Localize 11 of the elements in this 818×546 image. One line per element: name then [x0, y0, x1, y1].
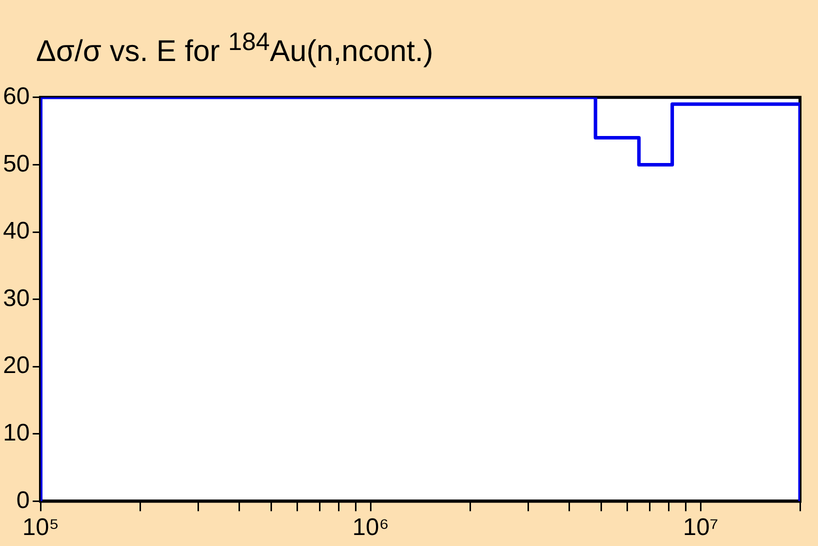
x-tick-label: 10⁷: [682, 514, 718, 542]
y-tick-label: 50: [2, 150, 30, 178]
y-tick-label: 10: [2, 420, 30, 447]
y-tick-label: 0: [16, 486, 30, 514]
x-tick-label: 10⁵: [22, 514, 60, 542]
y-tick-label: 20: [2, 352, 30, 380]
x-tick-label: 10⁶: [352, 514, 389, 542]
y-tick-label: 60: [2, 83, 30, 110]
chart-title: Δσ/σ vs. E for $^{184}$Au(n,ncont.): [35, 27, 434, 70]
y-tick-label: 40: [2, 218, 30, 245]
y-tick-label: 30: [2, 284, 30, 312]
